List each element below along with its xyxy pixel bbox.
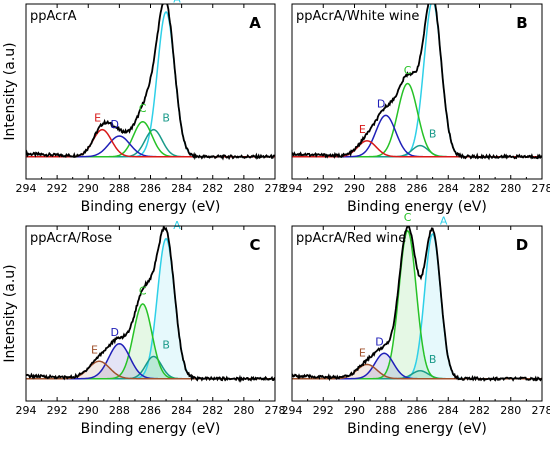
component-label-d: D — [377, 97, 385, 110]
sample-label: ppAcrA — [30, 9, 77, 24]
x-tick-label: 292 — [47, 404, 68, 417]
x-tick-label: 294 — [16, 404, 37, 417]
component-label-b: B — [429, 128, 437, 141]
x-tick-label: 286 — [407, 404, 428, 417]
x-tick-label: 280 — [233, 182, 254, 195]
x-tick-label: 280 — [500, 182, 521, 195]
x-tick-label: 288 — [375, 182, 396, 195]
x-tick-label: 278 — [532, 182, 550, 195]
component-label-d: D — [110, 118, 118, 131]
sample-label: ppAcrA/Red wine — [296, 231, 406, 246]
sample-label: ppAcrA/Rose — [30, 231, 112, 246]
x-axis-label: Binding energy (eV) — [81, 199, 221, 215]
component-label-a: A — [440, 214, 448, 227]
x-tick-label: 284 — [171, 182, 192, 195]
x-tick-label: 280 — [233, 404, 254, 417]
y-axis-label: Intensity (a.u) — [2, 264, 18, 362]
component-label-d: D — [110, 326, 118, 339]
x-axis-label: Binding energy (eV) — [347, 421, 487, 437]
component-label-e: E — [359, 347, 366, 360]
panel-letter: D — [516, 236, 528, 254]
x-tick-label: 284 — [171, 404, 192, 417]
panel-letter: C — [249, 236, 260, 254]
x-tick-label: 294 — [282, 182, 303, 195]
x-tick-label: 292 — [313, 182, 334, 195]
x-tick-label: 286 — [140, 182, 161, 195]
x-tick-label: 282 — [469, 182, 490, 195]
component-label-d: D — [375, 335, 383, 348]
x-tick-label: 280 — [500, 404, 521, 417]
y-axis-label: Intensity (a.u) — [2, 42, 18, 140]
x-tick-label: 288 — [109, 404, 130, 417]
x-tick-label: 294 — [16, 182, 37, 195]
x-tick-label: 288 — [109, 182, 130, 195]
x-tick-label: 284 — [438, 404, 459, 417]
component-label-c: C — [404, 64, 412, 77]
component-label-c: C — [404, 211, 412, 224]
component-label-e: E — [359, 123, 366, 136]
component-label-e: E — [94, 112, 101, 125]
x-tick-label: 292 — [47, 182, 68, 195]
component-label-b: B — [162, 339, 170, 352]
x-axis-label: Binding energy (eV) — [81, 421, 221, 437]
component-label-c: C — [139, 284, 147, 297]
component-label-b: B — [429, 353, 437, 366]
x-tick-label: 278 — [532, 404, 550, 417]
sample-label: ppAcrA/White wine — [296, 9, 419, 24]
x-tick-label: 282 — [202, 404, 223, 417]
component-label-e: E — [91, 343, 98, 356]
x-tick-label: 282 — [469, 404, 490, 417]
x-tick-label: 290 — [78, 404, 99, 417]
x-tick-label: 294 — [282, 404, 303, 417]
x-tick-label: 288 — [375, 404, 396, 417]
x-tick-label: 286 — [140, 404, 161, 417]
component-label-b: B — [162, 112, 170, 125]
panel-letter: A — [249, 14, 261, 32]
component-label-a: A — [173, 0, 181, 5]
x-tick-label: 284 — [438, 182, 459, 195]
panel-letter: B — [516, 14, 527, 32]
x-tick-label: 290 — [78, 182, 99, 195]
x-tick-label: 290 — [344, 182, 365, 195]
x-tick-label: 286 — [407, 182, 428, 195]
x-tick-label: 292 — [313, 404, 334, 417]
x-tick-label: 290 — [344, 404, 365, 417]
x-axis-label: Binding energy (eV) — [347, 199, 487, 215]
x-tick-label: 282 — [202, 182, 223, 195]
component-label-c: C — [139, 102, 147, 115]
